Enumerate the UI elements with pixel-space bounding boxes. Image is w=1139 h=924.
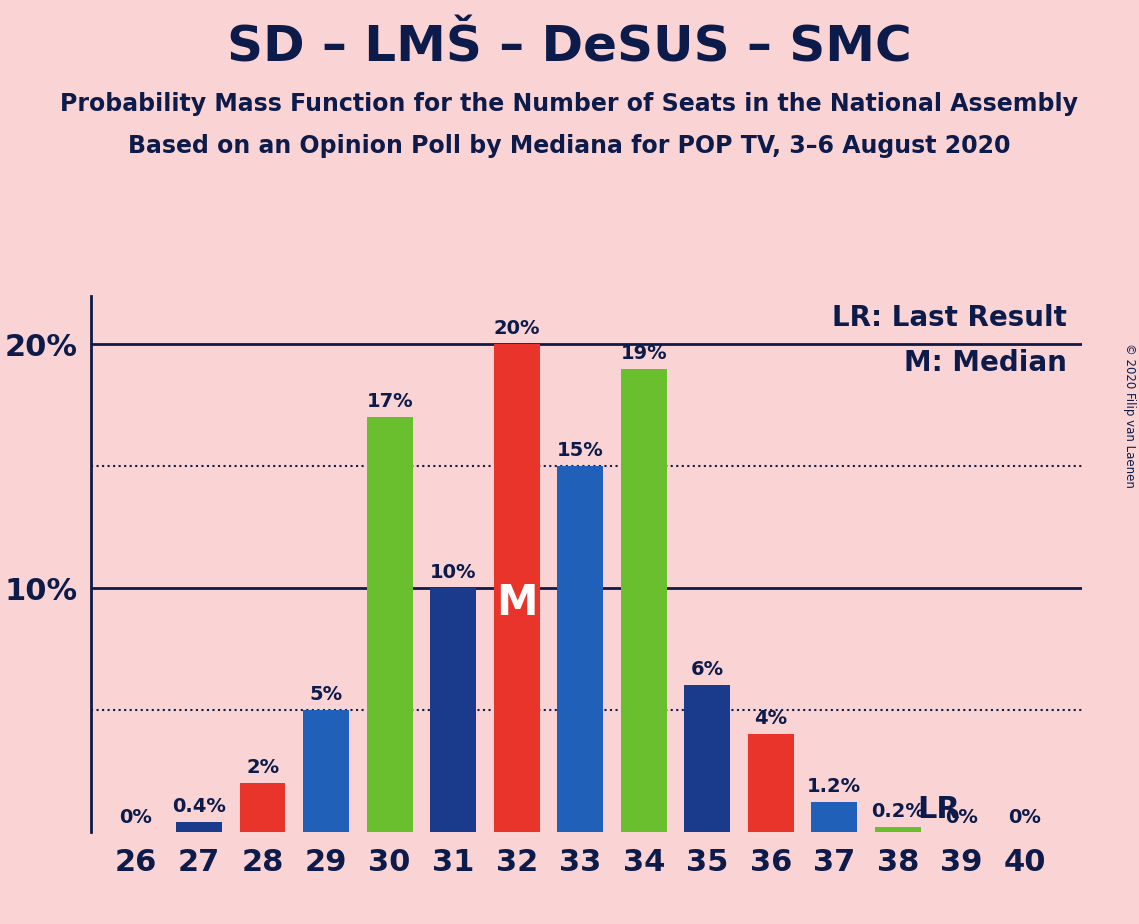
Text: 2%: 2% [246,758,279,777]
Bar [748,735,794,832]
Text: 0%: 0% [120,808,151,827]
Bar [875,827,920,832]
Bar [177,821,222,832]
Bar [811,802,858,832]
Text: Based on an Opinion Poll by Mediana for POP TV, 3–6 August 2020: Based on an Opinion Poll by Mediana for … [129,134,1010,158]
Text: 0.2%: 0.2% [871,802,925,821]
Bar [431,588,476,832]
Text: 6%: 6% [690,661,724,679]
Bar [494,345,540,832]
Text: 10%: 10% [429,563,476,582]
Text: 5%: 5% [310,685,343,704]
Bar [621,369,666,832]
Text: 0%: 0% [1008,808,1041,827]
Text: SD – LMŠ – DeSUS – SMC: SD – LMŠ – DeSUS – SMC [227,23,912,71]
Text: LR: LR [917,795,960,824]
Text: 0.4%: 0.4% [172,796,226,816]
Text: Probability Mass Function for the Number of Seats in the National Assembly: Probability Mass Function for the Number… [60,92,1079,116]
Bar [557,467,603,832]
Text: 0%: 0% [945,808,977,827]
Text: LR: Last Result: LR: Last Result [833,304,1067,332]
Text: 15%: 15% [557,441,604,460]
Text: M: Median: M: Median [904,349,1067,377]
Text: © 2020 Filip van Laenen: © 2020 Filip van Laenen [1123,344,1137,488]
Text: 4%: 4% [754,709,787,728]
Text: 19%: 19% [621,344,667,362]
Bar [303,710,349,832]
Text: 20%: 20% [493,320,540,338]
Bar [239,783,286,832]
Bar [685,686,730,832]
Text: 1.2%: 1.2% [808,777,861,796]
Text: M: M [495,581,538,624]
Text: 17%: 17% [367,393,413,411]
Bar [367,418,412,832]
